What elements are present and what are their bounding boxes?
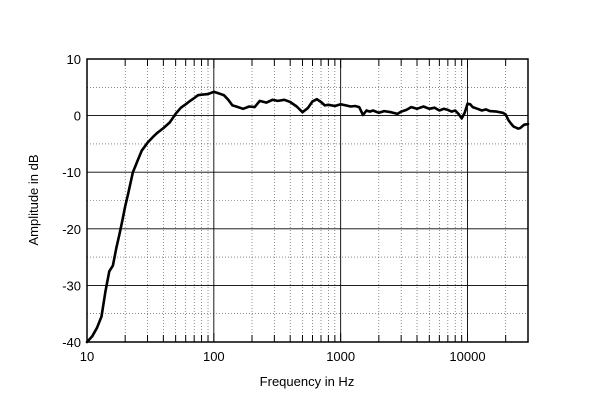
x-axis-title: Frequency in Hz: [260, 374, 355, 389]
x-tick-label: 10000: [449, 349, 485, 364]
y-tick-label: -40: [62, 335, 81, 350]
y-tick-label: -30: [62, 278, 81, 293]
y-tick-label: 10: [67, 52, 81, 67]
x-tick-labels: 10 100 1000 10000: [80, 349, 486, 364]
x-tick-label: 1000: [326, 349, 355, 364]
response-curve: [85, 90, 530, 344]
y-axis-title: Amplitude in dB: [26, 154, 41, 245]
y-tick-label: 0: [74, 109, 81, 124]
x-tick-label: 100: [203, 349, 225, 364]
y-tick-label: -10: [62, 165, 81, 180]
series-group: [85, 90, 530, 344]
x-tick-label: 10: [80, 349, 94, 364]
plot-background: [87, 59, 528, 342]
plot-frame: [86, 58, 529, 343]
minor-grid: [87, 59, 528, 342]
axis-ticks: [124, 59, 507, 342]
y-tick-label: -20: [62, 222, 81, 237]
y-tick-labels: 10 0 -10 -20 -30 -40: [62, 52, 81, 350]
